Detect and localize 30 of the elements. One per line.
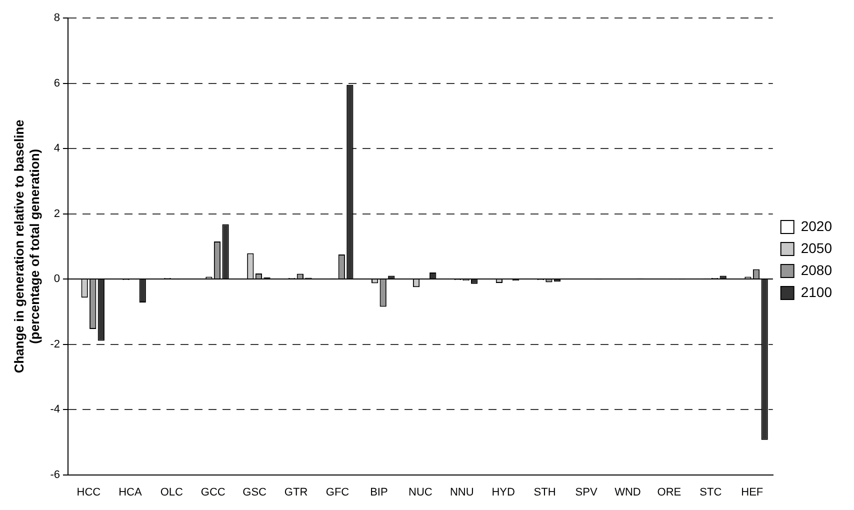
x-tick-label: NUC (408, 486, 432, 498)
y-tick-label: 2 (54, 208, 60, 220)
x-tick-label: GTR (284, 486, 308, 498)
x-tick-label: SPV (575, 486, 598, 498)
x-tick-label: HEF (741, 486, 764, 498)
x-tick-label: WND (614, 486, 641, 498)
x-tick-label: STH (534, 486, 556, 498)
x-tick-label: STC (700, 486, 722, 498)
x-tick-label: HYD (492, 486, 516, 498)
x-tick-label: GFC (326, 486, 350, 498)
x-tick-label: HCC (76, 486, 101, 498)
y-tick-label: -2 (50, 338, 60, 350)
x-tick-label: OLC (160, 486, 183, 498)
y-tick-label: -6 (50, 468, 60, 481)
legend-label: 2080 (800, 262, 832, 278)
y-axis-title: Change in generation relative to baseline (percentage of total generation) (11, 120, 42, 374)
legend-label: 2050 (800, 240, 832, 256)
x-tick-label: HCA (118, 486, 142, 498)
legend-label: 2100 (800, 284, 832, 300)
x-tick-label: BIP (370, 486, 388, 498)
x-tick-label: GCC (200, 486, 226, 498)
x-tick-label: ORE (657, 486, 682, 498)
y-tick-label: -4 (50, 404, 60, 416)
y-tick-label: 8 (54, 12, 60, 24)
legend-label: 2020 (800, 218, 832, 234)
x-tick-label: GSC (242, 486, 267, 498)
y-tick-label: 0 (54, 273, 60, 286)
y-tick-label: 6 (54, 77, 60, 90)
x-tick-label: NNU (450, 486, 474, 498)
y-tick-label: 4 (54, 142, 60, 155)
